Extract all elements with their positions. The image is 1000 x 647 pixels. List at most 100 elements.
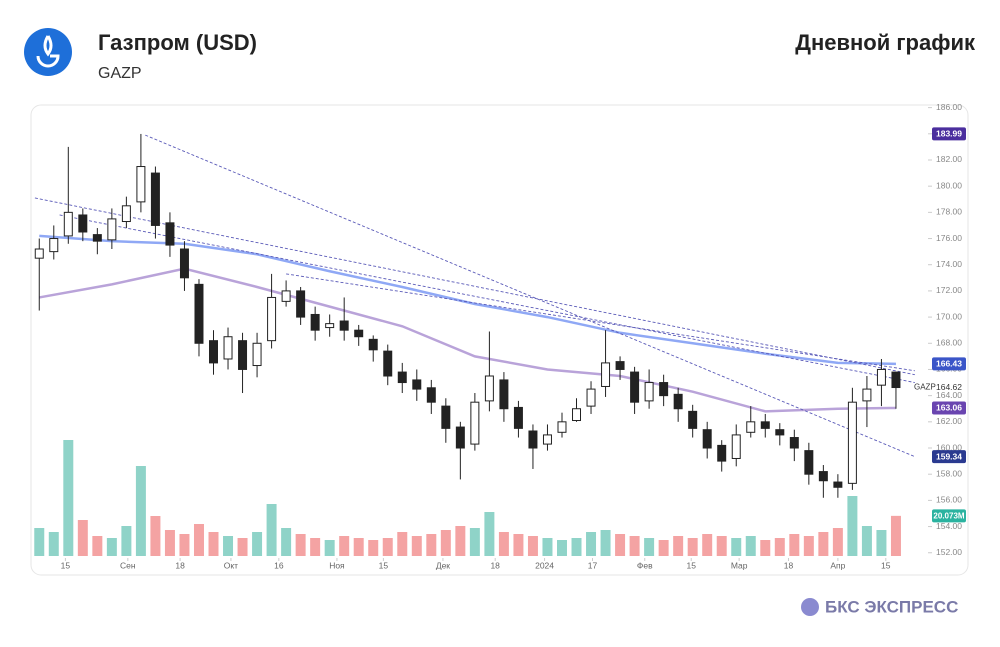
volume-bar <box>818 532 829 556</box>
volume-bar <box>498 532 509 556</box>
price-tag-label: 183.99 <box>936 129 962 139</box>
candle-body <box>847 401 857 484</box>
candle-body <box>325 323 335 329</box>
price-tag <box>932 127 966 141</box>
candle-body <box>281 290 291 302</box>
volume-bar <box>658 540 669 556</box>
candle-body <box>63 211 73 237</box>
candle-body <box>572 408 582 422</box>
volume-bar <box>150 516 161 556</box>
x-tick-label: 15 <box>881 560 891 570</box>
trendline <box>34 197 915 376</box>
candle-body <box>267 296 277 342</box>
x-tick-label: 2024 <box>535 560 554 570</box>
volume-bar <box>513 534 524 556</box>
x-tick-label: Дек <box>436 560 450 570</box>
volume-bar <box>861 526 872 556</box>
ticker: GAZP <box>98 65 142 82</box>
volume-bar <box>223 536 234 556</box>
volume-bar <box>716 536 727 556</box>
price-tag-label: 159.34 <box>936 451 962 461</box>
candle-body <box>746 421 756 433</box>
candle-body <box>238 340 248 370</box>
candle-body <box>441 405 451 429</box>
candle-body <box>397 371 407 384</box>
volume-bar <box>426 534 437 556</box>
title: Газпром (USD) <box>98 30 257 55</box>
y-tick-label: 180.00 <box>936 180 962 190</box>
volume-bar <box>368 540 379 556</box>
candle-body <box>296 290 306 318</box>
brand-logo <box>801 598 819 616</box>
volume-bar <box>77 520 88 556</box>
y-tick-label: 174.00 <box>936 259 962 269</box>
brand: БКС ЭКСПРЕСС <box>825 597 958 616</box>
volume-bar <box>237 538 248 556</box>
volume-bar <box>34 528 45 556</box>
last-price: 164.62 <box>936 382 962 392</box>
volume-bar <box>600 530 611 556</box>
candle-body <box>688 410 698 429</box>
volume-bar <box>397 532 408 556</box>
candle-body <box>165 222 175 246</box>
candle-body <box>209 340 218 364</box>
volume-bar <box>469 528 480 556</box>
candle-body <box>630 371 640 403</box>
trendline <box>145 134 916 458</box>
volume-bar <box>121 526 132 556</box>
candle-body <box>383 350 393 377</box>
candle-body <box>760 421 770 429</box>
candle-body <box>179 248 189 279</box>
x-tick-label: 15 <box>61 560 71 570</box>
y-tick-label: 158.00 <box>936 468 962 478</box>
y-tick-label: 186.00 <box>936 102 962 112</box>
volume-bar <box>208 532 219 556</box>
trendline <box>59 214 915 383</box>
volume-bar <box>193 524 204 556</box>
candle-body <box>876 368 886 386</box>
y-tick-label: 156.00 <box>936 495 962 505</box>
candle-body <box>194 283 204 344</box>
candle-body <box>92 234 102 242</box>
volume-bar <box>310 538 321 556</box>
price-tag <box>932 357 966 371</box>
volume-bar <box>803 536 814 556</box>
candle-body <box>339 320 349 331</box>
price-tag <box>932 401 966 415</box>
x-tick-label: Окт <box>224 560 238 570</box>
volume-bar <box>731 538 742 556</box>
candle-body <box>775 429 785 436</box>
volume-bar <box>484 512 495 556</box>
volume-bar <box>295 534 306 556</box>
volume-bar <box>106 538 117 556</box>
volume-bar <box>382 538 393 556</box>
x-tick-label: Ноя <box>329 560 345 570</box>
x-tick-label: 17 <box>588 560 598 570</box>
candle-body <box>354 329 364 338</box>
chart-panel <box>30 104 969 576</box>
volume-bar <box>760 540 771 556</box>
volume-bar <box>890 515 901 556</box>
volume-bar <box>586 532 597 556</box>
candle-body <box>731 434 741 459</box>
candle-body <box>310 313 320 331</box>
candle-body <box>107 218 117 241</box>
candle-body <box>78 214 88 233</box>
symbol-tag: GAZP <box>914 383 936 392</box>
volume-bar <box>687 538 698 556</box>
volume-bar <box>164 530 175 556</box>
volume-tag <box>932 509 966 523</box>
y-tick-label: 152.00 <box>936 547 962 557</box>
y-tick-label: 172.00 <box>936 285 962 295</box>
candle-body <box>513 406 523 429</box>
candle-body <box>470 401 480 445</box>
volume-bar <box>542 538 553 556</box>
volume-bar <box>527 536 538 556</box>
y-tick-label: 168.00 <box>936 338 962 348</box>
candle-body <box>136 166 146 203</box>
candle-body <box>891 371 901 389</box>
volume-bar <box>63 440 74 556</box>
x-tick-label: 18 <box>490 560 500 570</box>
